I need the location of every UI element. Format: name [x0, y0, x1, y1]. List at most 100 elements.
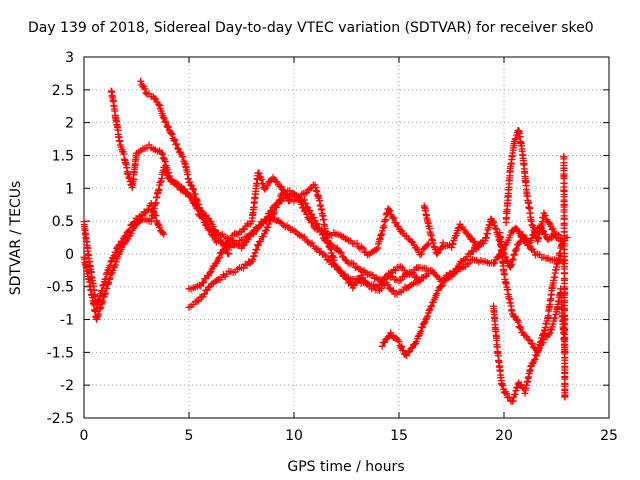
- y-tick-label: -1: [60, 313, 74, 329]
- data-point: [511, 135, 519, 143]
- data-point: [265, 220, 273, 228]
- data-point: [507, 262, 515, 270]
- data-point: [171, 136, 179, 144]
- y-tick-label: -1.5: [47, 345, 74, 361]
- data-point: [280, 186, 288, 194]
- data-point: [253, 246, 261, 254]
- data-point: [427, 232, 435, 240]
- data-point: [546, 329, 554, 337]
- data-point: [535, 344, 543, 352]
- data-point: [196, 204, 203, 212]
- data-point: [244, 235, 252, 243]
- data-point: [173, 140, 181, 148]
- data-point: [550, 317, 558, 325]
- data-point: [179, 153, 187, 161]
- data-point: [173, 179, 181, 187]
- data-point: [536, 338, 544, 346]
- data-point: [302, 199, 310, 207]
- data-point: [395, 338, 403, 346]
- y-tick-label: 1: [65, 181, 74, 197]
- data-point: [162, 118, 170, 126]
- data-point: [353, 239, 361, 247]
- data-point: [529, 340, 537, 348]
- data-point: [264, 223, 272, 231]
- data-point: [460, 256, 468, 264]
- data-point: [392, 266, 399, 274]
- data-point: [96, 305, 104, 313]
- data-point: [193, 196, 201, 204]
- data-point: [220, 245, 228, 253]
- series-track-a: [80, 163, 569, 323]
- data-point: [190, 186, 197, 194]
- data-point: [498, 380, 506, 388]
- series-track-l: [560, 152, 569, 401]
- y-axis: -2.5 -2 -1.5 -1 -0.5 0 0.5 1 1.5 2 2.5 3: [47, 50, 609, 427]
- data-point: [398, 343, 406, 351]
- data-point: [121, 232, 129, 240]
- data-point: [492, 225, 500, 233]
- data-point: [250, 252, 258, 260]
- data-point: [279, 185, 287, 193]
- data-point: [259, 233, 267, 241]
- data-point: [512, 135, 520, 143]
- data-point: [513, 315, 521, 323]
- y-tick-label: 0: [65, 247, 74, 263]
- data-point: [161, 117, 169, 125]
- data-point: [433, 290, 441, 298]
- data-point: [187, 181, 195, 189]
- data-point: [142, 89, 150, 97]
- data-point: [469, 237, 477, 245]
- data-point: [169, 178, 177, 186]
- data-point: [417, 250, 425, 258]
- data-point: [489, 217, 497, 225]
- data-point: [263, 182, 271, 190]
- series-track-i: [490, 285, 569, 405]
- data-point: [160, 114, 168, 122]
- data-point: [513, 245, 521, 253]
- data-point: [126, 174, 133, 182]
- data-point: [341, 256, 349, 264]
- data-point: [502, 390, 510, 398]
- data-point: [122, 232, 130, 240]
- x-tick-label: 0: [80, 428, 89, 444]
- y-tick-label: 0.5: [52, 214, 74, 230]
- data-point: [112, 248, 120, 256]
- data-point: [561, 391, 569, 399]
- data-point: [161, 158, 169, 166]
- data-point: [306, 185, 314, 193]
- data-point: [137, 77, 145, 85]
- data-point: [511, 250, 518, 258]
- data-point: [526, 336, 534, 344]
- data-point: [419, 273, 427, 281]
- data-point: [160, 154, 168, 162]
- data-point: [282, 191, 290, 199]
- y-tick-label: -2.5: [47, 411, 74, 427]
- data-point: [107, 258, 115, 266]
- data-point: [530, 226, 538, 234]
- data-point: [383, 273, 391, 281]
- data-point: [491, 224, 499, 232]
- data-point: [423, 241, 431, 249]
- data-point: [419, 323, 427, 331]
- data-point: [102, 275, 110, 283]
- data-point: [407, 269, 415, 277]
- data-point: [490, 260, 497, 268]
- series-track-k: [502, 127, 567, 245]
- y-tick-label: 3: [65, 50, 74, 66]
- data-point: [305, 215, 313, 223]
- data-point: [126, 226, 134, 234]
- y-axis-label: SDTVAR / TECUs: [8, 181, 24, 296]
- data-point: [251, 249, 259, 257]
- data-point: [215, 253, 223, 261]
- series-track-b: [80, 199, 168, 312]
- y-tick-label: 2.5: [52, 83, 74, 99]
- data-point: [213, 276, 221, 284]
- data-point: [358, 243, 365, 251]
- data-point: [510, 251, 518, 259]
- data-point: [548, 226, 556, 234]
- data-point: [500, 388, 508, 396]
- data-point: [378, 342, 386, 350]
- data-point: [271, 208, 279, 216]
- data-point: [163, 165, 171, 173]
- data-point: [384, 281, 392, 289]
